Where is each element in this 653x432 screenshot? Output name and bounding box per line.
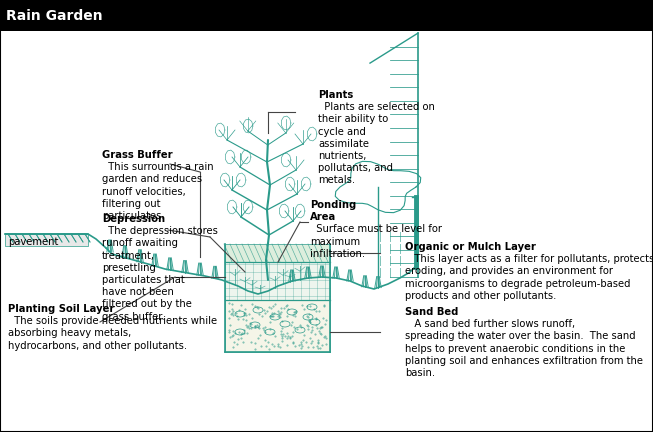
Text: their ability to: their ability to [318,114,389,124]
Text: grass buffer.: grass buffer. [102,311,165,321]
Text: infiltration.: infiltration. [310,249,365,259]
Text: absorbing heavy metals,: absorbing heavy metals, [8,328,131,338]
Text: treatment,: treatment, [102,251,155,260]
Text: metals.: metals. [318,175,355,185]
Text: Rain Garden: Rain Garden [6,9,103,22]
Text: garden and reduces: garden and reduces [102,175,202,184]
Text: Depression: Depression [102,214,165,224]
Text: The soils provide needed nutrients while: The soils provide needed nutrients while [8,316,217,326]
Text: A sand bed further slows runoff,: A sand bed further slows runoff, [405,319,575,329]
Text: have not been: have not been [102,287,174,297]
Text: Area: Area [310,212,336,222]
Text: products and other pollutants.: products and other pollutants. [405,291,556,301]
Text: particulates that: particulates that [102,275,185,285]
Text: microorganisms to degrade petroleum-based: microorganisms to degrade petroleum-base… [405,279,631,289]
Text: maximum: maximum [310,237,360,247]
Text: presettling: presettling [102,263,156,273]
Text: hydrocarbons, and other pollutants.: hydrocarbons, and other pollutants. [8,340,187,351]
Text: Organic or Mulch Layer: Organic or Mulch Layer [405,242,536,252]
Bar [0,0,653,31]
Text: planting soil and enhances exfiltration from the: planting soil and enhances exfiltration … [405,356,643,366]
Polygon shape [225,262,330,300]
Text: filtering out: filtering out [102,199,161,209]
Text: Sand Bed: Sand Bed [405,307,458,317]
Text: Plants: Plants [318,90,353,100]
Text: Grass Buffer: Grass Buffer [102,150,172,160]
Text: This surrounds a rain: This surrounds a rain [102,162,214,172]
Text: pollutants, and: pollutants, and [318,163,393,173]
Text: This layer acts as a filter for pollutants, protects the soil from: This layer acts as a filter for pollutan… [405,254,653,264]
Polygon shape [5,234,88,246]
Text: Surface must be level for: Surface must be level for [310,224,442,235]
Text: Planting Soil Layer: Planting Soil Layer [8,304,114,314]
Text: helps to prevent anaerobic conditions in the: helps to prevent anaerobic conditions in… [405,343,626,354]
Polygon shape [225,244,330,262]
Text: pavement: pavement [8,237,58,247]
Polygon shape [225,300,330,352]
Text: nutrients,: nutrients, [318,151,366,161]
Text: Ponding: Ponding [310,200,357,210]
Text: Plants are selected on: Plants are selected on [318,102,435,112]
Text: assimilate: assimilate [318,139,369,149]
Text: eroding, and provides an environment for: eroding, and provides an environment for [405,267,613,276]
Text: particulates.: particulates. [102,211,165,221]
Text: runoff awaiting: runoff awaiting [102,238,178,248]
Text: runoff velocities,: runoff velocities, [102,187,185,197]
Text: filtered out by the: filtered out by the [102,299,192,309]
Text: spreading the water over the basin.  The sand: spreading the water over the basin. The … [405,331,635,341]
Text: The depression stores: The depression stores [102,226,218,236]
Text: cycle and: cycle and [318,127,366,137]
Text: basin.: basin. [405,368,435,378]
